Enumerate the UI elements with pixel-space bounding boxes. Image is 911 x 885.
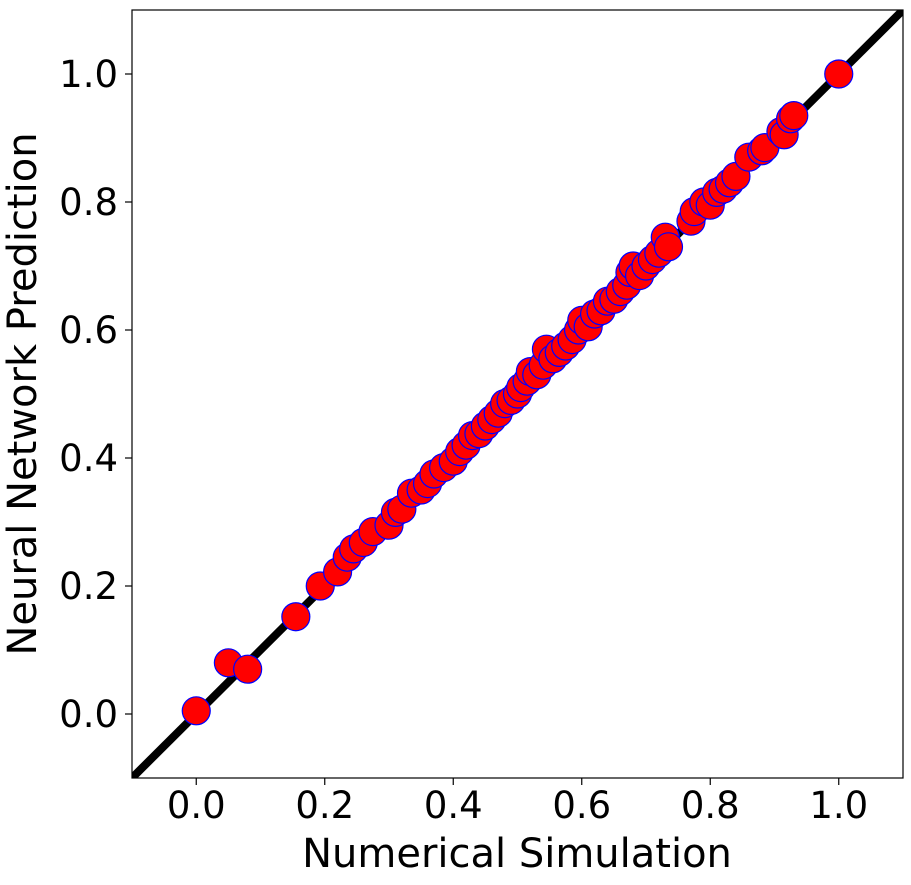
data-point (281, 602, 311, 632)
x-tick-label: 0.2 (295, 784, 354, 827)
x-tick-label: 0.0 (167, 784, 226, 827)
data-point (233, 654, 263, 684)
y-axis-ticks: 0.0 0.2 0.4 0.6 0.8 1.0 (59, 53, 132, 736)
y-tick-label: 1.0 (59, 53, 118, 96)
x-tick-label: 1.0 (809, 784, 868, 827)
y-tick-label: 0.4 (59, 437, 118, 480)
data-point (824, 59, 854, 89)
x-axis-label: Numerical Simulation (302, 831, 732, 877)
plot-frame (131, 9, 904, 779)
x-axis-ticks: 0.0 0.2 0.4 0.6 0.8 1.0 (167, 778, 868, 827)
data-points (181, 59, 854, 726)
x-tick-label: 0.8 (681, 784, 740, 827)
y-tick-label: 0.0 (59, 693, 118, 736)
y-tick-label: 0.8 (59, 181, 118, 224)
data-point (181, 696, 211, 726)
x-tick-label: 0.6 (552, 784, 611, 827)
data-point (779, 100, 809, 131)
plot-area (132, 10, 903, 778)
y-axis-label: Neural Network Prediction (0, 132, 46, 655)
y-tick-label: 0.2 (59, 565, 118, 608)
x-tick-label: 0.4 (424, 784, 483, 827)
data-point (653, 232, 684, 262)
y-tick-label: 0.6 (59, 309, 118, 352)
